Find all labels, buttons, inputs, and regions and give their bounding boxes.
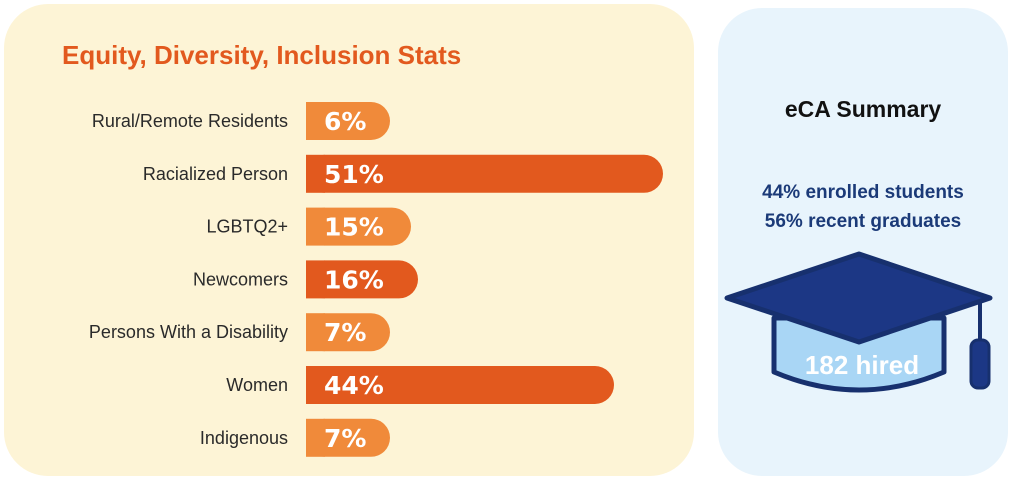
cap-base <box>771 315 947 393</box>
hired-count: 182 hired <box>804 350 920 380</box>
bar <box>306 313 390 352</box>
chart-title: Equity, Diversity, Inclusion Stats <box>62 40 462 70</box>
bar-left-edge <box>306 154 325 193</box>
tassel <box>969 338 991 390</box>
bar-left-edge <box>306 102 325 140</box>
bar-value-label: 16% <box>324 265 384 294</box>
bar-left-edge <box>306 418 325 457</box>
bar <box>306 154 663 193</box>
category-label: Racialized Person <box>143 164 288 184</box>
bar-chart: Rural/Remote Residents 6% Racialized Perso… <box>89 102 663 457</box>
category-label: Persons With a Disability <box>89 322 288 342</box>
bar-value-label: 7% <box>324 424 366 453</box>
bar-left-edge <box>306 313 325 352</box>
bar-value-label: 7% <box>324 318 366 347</box>
bar-left-edge <box>306 260 325 299</box>
cap-board <box>724 251 993 345</box>
category-label: Women <box>226 375 288 395</box>
bar <box>306 207 411 246</box>
bar <box>306 418 390 457</box>
bar <box>306 102 390 140</box>
bar-value-label: 15% <box>324 213 384 242</box>
enrolled-students-stat: 44% enrolled students <box>762 182 964 203</box>
recent-graduates-stat: 56% recent graduates <box>764 211 962 232</box>
summary-title: eCA Summary <box>784 96 942 122</box>
category-label: LGBTQ2+ <box>206 217 288 237</box>
bar-value-label: 44% <box>324 371 384 400</box>
category-label: Indigenous <box>200 428 288 448</box>
category-label: Rural/Remote Residents <box>92 111 288 131</box>
graduation-cap-icon <box>724 251 993 393</box>
bar-left-edge <box>306 366 325 404</box>
bar-left-edge <box>306 207 325 246</box>
summary-panel <box>718 8 1008 476</box>
category-label: Newcomers <box>193 269 288 289</box>
bar <box>306 260 418 299</box>
bar <box>306 366 614 404</box>
bar-value-label: 6% <box>324 107 366 136</box>
bar-value-label: 51% <box>324 160 384 189</box>
